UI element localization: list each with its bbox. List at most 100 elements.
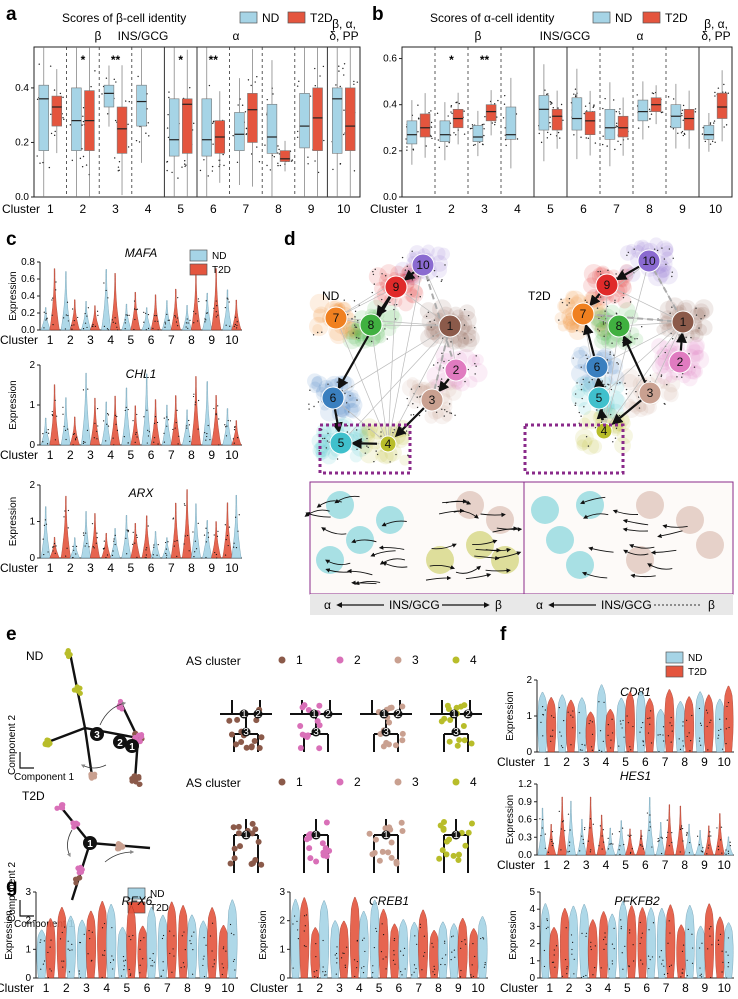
cell-arrow-dot (371, 291, 373, 294)
violin-nd (202, 381, 213, 446)
violin-point (699, 737, 701, 739)
jitter-point (680, 132, 683, 134)
cell-arrow-dot (625, 393, 628, 395)
violin-point (205, 556, 207, 559)
violin-point (217, 314, 219, 316)
violin-point (603, 841, 605, 843)
jitter-point (456, 101, 458, 103)
violin-point (707, 948, 709, 950)
violin-point (181, 935, 183, 937)
violin-nd (150, 531, 161, 559)
cell-arrow-dot (591, 378, 593, 381)
legend-nd-label: ND (150, 889, 164, 900)
jitter-point (505, 144, 507, 147)
violin-point (292, 923, 294, 925)
jitter-point (278, 153, 281, 155)
violin-t2d (60, 495, 71, 559)
violin-point (53, 543, 56, 545)
cell-arrow-dot (586, 357, 588, 360)
cell-arrow-dot (325, 447, 328, 449)
jitter-point (431, 137, 433, 140)
as-mini-cell (227, 860, 234, 867)
cell-cloud (571, 384, 586, 399)
cell-arrow-dot (693, 366, 696, 368)
jitter-point (218, 165, 220, 168)
graph-edge-transition (331, 408, 343, 434)
cluster-tick-label: 4 (603, 755, 610, 769)
cell-arrow-dot (355, 429, 358, 431)
violin-t2d (69, 416, 80, 446)
as-mini-cell (439, 847, 446, 854)
violin-point (721, 950, 723, 952)
cluster-node (638, 381, 662, 405)
violin-point (668, 965, 671, 968)
violin-point (470, 974, 472, 976)
violin-point (681, 827, 684, 830)
cell-cloud (361, 423, 377, 439)
violin-t2d (56, 907, 67, 979)
cell-arrow-dot (450, 341, 452, 343)
violin-t2d (703, 694, 714, 753)
violin-t2d (704, 903, 714, 979)
violin-point (686, 834, 688, 836)
velocity-stream (351, 580, 377, 586)
violin-point (660, 950, 662, 952)
jitter-point (606, 145, 608, 147)
violin-point (209, 439, 211, 441)
cell-arrow-dot (425, 410, 427, 412)
as-mini-cell (460, 722, 467, 729)
cell-cloud (600, 332, 618, 350)
violin-point (700, 724, 702, 726)
violin-point (59, 938, 62, 940)
cell-arrow-dot (345, 402, 348, 404)
jitter-point (483, 128, 485, 130)
jitter-point (50, 132, 53, 135)
cluster-node-label: 1 (447, 319, 454, 333)
cell-cloud (635, 401, 647, 413)
violin-point (79, 941, 81, 944)
cluster-tick-label: 9 (308, 202, 315, 216)
y-tick-label: 4 (529, 904, 535, 915)
cell-arrow-dot (454, 414, 456, 416)
violin-point (89, 938, 91, 940)
violin-point (226, 425, 228, 427)
violin-point (354, 975, 356, 978)
violin-point (372, 972, 374, 974)
violin-nd (222, 408, 233, 446)
jitter-point (615, 122, 618, 124)
violin-point (136, 413, 138, 416)
cell-cloud (656, 263, 671, 278)
cluster-tick-label: 9 (702, 981, 709, 995)
violin-point (45, 312, 47, 314)
violin-t2d (211, 268, 222, 331)
cluster-tick-label: 6 (396, 981, 403, 995)
violin-point (105, 557, 107, 559)
violin-point (107, 297, 109, 299)
violin-point (727, 701, 730, 704)
violin-point (51, 299, 53, 301)
cell-arrow-dot (386, 338, 388, 340)
cluster-tick-label: 6 (643, 981, 650, 995)
violin-point (482, 938, 485, 940)
cluster-tick-label: 8 (188, 333, 195, 347)
violin-point (581, 749, 583, 751)
cluster-tick-label: 7 (243, 202, 250, 216)
violin-point (701, 942, 703, 944)
violin-point (224, 424, 226, 426)
violin-point (628, 835, 630, 837)
y-tick-label: 0.2 (15, 137, 29, 148)
violin-point (128, 314, 130, 316)
jitter-point (323, 139, 325, 142)
velocity-stream (485, 568, 511, 573)
violin-point (561, 821, 564, 823)
y-tick-label: 0.4 (21, 291, 35, 302)
cell-arrow-dot (326, 440, 329, 442)
violin-point (45, 319, 47, 321)
jitter-point (82, 155, 85, 158)
jitter-point (85, 164, 88, 166)
violin-point (183, 966, 185, 968)
violin-nd (596, 684, 607, 753)
violin-point (642, 722, 644, 724)
zoom-cell (491, 546, 519, 574)
violin-point (106, 554, 109, 556)
